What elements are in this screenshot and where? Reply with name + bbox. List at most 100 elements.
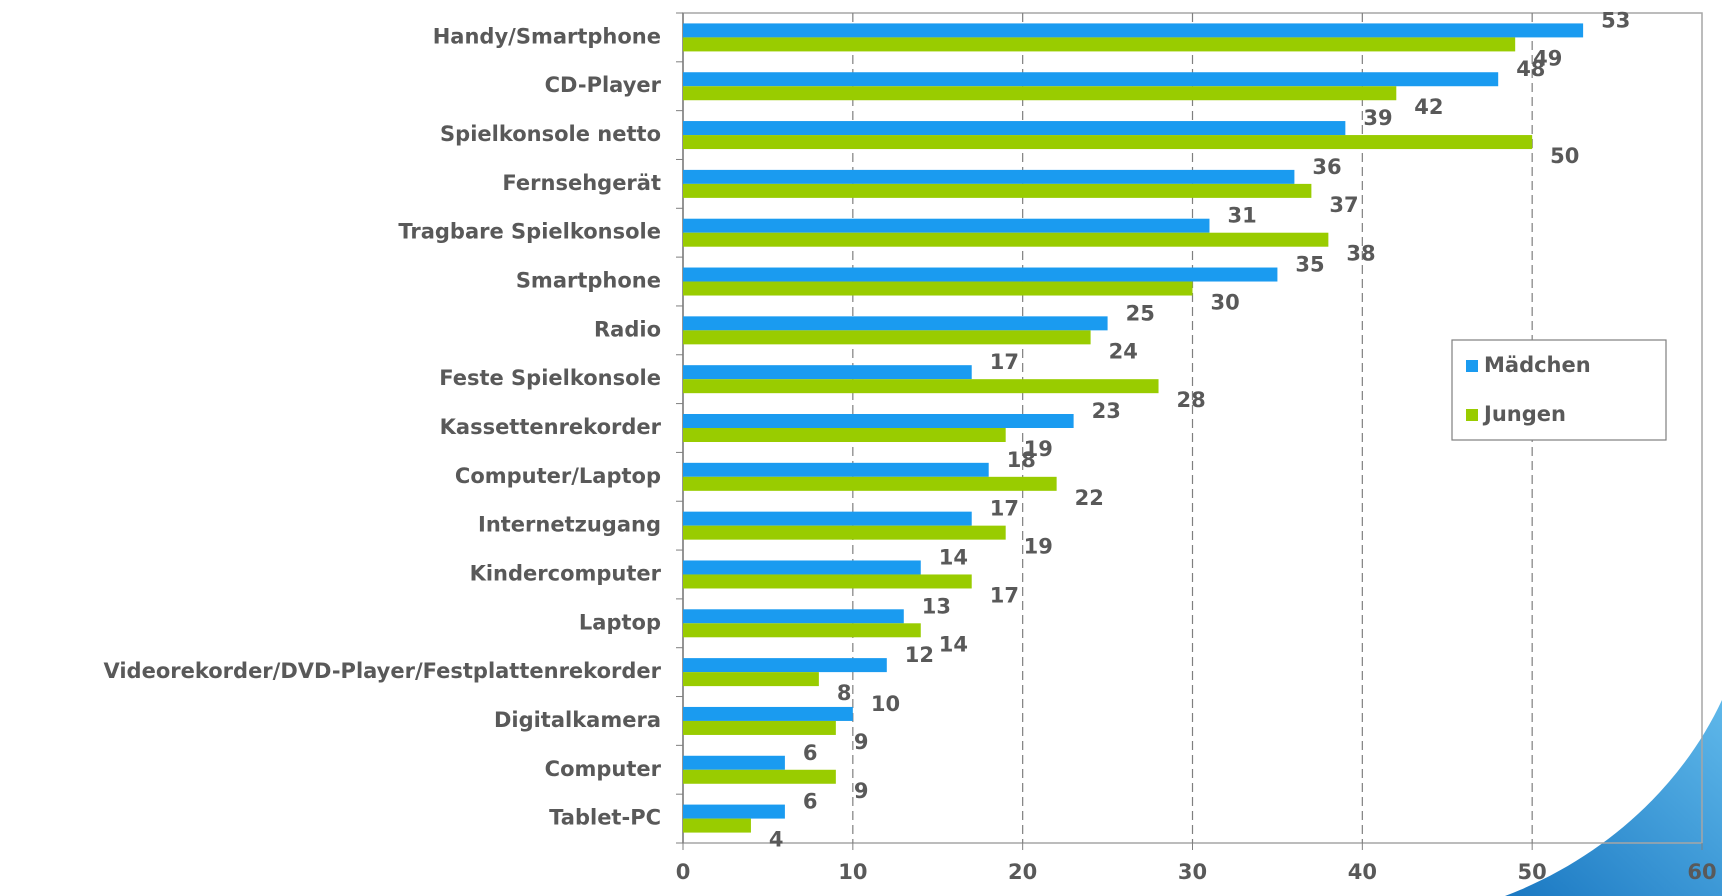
value-label: 14	[939, 632, 968, 656]
y-tick-label: Internetzugang	[478, 513, 661, 537]
x-tick-label: 40	[1348, 860, 1377, 884]
x-tick-label: 0	[676, 860, 691, 884]
value-label: 14	[939, 545, 968, 569]
value-label: 23	[1092, 399, 1121, 423]
bar	[683, 414, 1074, 428]
y-tick-label: Kindercomputer	[470, 561, 662, 585]
value-label: 25	[1126, 301, 1155, 325]
legend-swatch	[1466, 409, 1478, 421]
value-label: 19	[1024, 437, 1053, 461]
bar	[683, 379, 1159, 394]
bar	[683, 316, 1108, 331]
bar	[683, 428, 1006, 442]
bar	[683, 169, 1295, 184]
bar	[683, 511, 972, 526]
bar	[683, 462, 989, 477]
value-label: 38	[1346, 242, 1375, 266]
bar	[683, 769, 836, 784]
decoration	[1505, 700, 1722, 896]
legend-swatch	[1466, 360, 1478, 372]
bar	[683, 720, 836, 735]
value-label: 4	[769, 828, 784, 852]
value-label: 42	[1414, 95, 1443, 119]
bar	[683, 232, 1329, 247]
bar	[683, 72, 1499, 87]
value-label: 6	[803, 741, 818, 765]
bar	[683, 23, 1584, 38]
bar	[683, 218, 1210, 233]
y-tick-label: Spielkonsole netto	[440, 122, 661, 146]
value-label: 9	[854, 730, 869, 754]
bar	[683, 365, 972, 380]
y-tick-label: Tablet-PC	[549, 806, 661, 830]
x-tick-label: 60	[1687, 860, 1716, 884]
x-tick-label: 30	[1178, 860, 1207, 884]
y-tick-label: Kassettenrekorder	[440, 415, 662, 439]
y-tick-label: Computer/Laptop	[455, 464, 661, 488]
value-label: 35	[1295, 253, 1324, 277]
value-label: 17	[990, 350, 1019, 374]
value-label: 53	[1601, 8, 1630, 32]
y-tick-label: Tragbare Spielkonsole	[398, 220, 661, 244]
bar	[683, 804, 785, 819]
value-label: 8	[837, 681, 852, 705]
bar	[683, 267, 1278, 282]
bar	[683, 121, 1346, 136]
bar	[683, 183, 1312, 198]
value-label: 13	[922, 594, 951, 618]
bar	[683, 609, 904, 624]
bar	[683, 560, 921, 575]
y-tick-label: Computer	[545, 757, 662, 781]
value-label: 6	[803, 790, 818, 814]
legend-label: Mädchen	[1484, 353, 1591, 377]
bar	[683, 37, 1516, 52]
value-label: 22	[1075, 486, 1104, 510]
value-label: 49	[1533, 46, 1562, 70]
bar	[683, 525, 1006, 540]
bar	[683, 86, 1397, 101]
value-label: 9	[854, 779, 869, 803]
bar	[683, 476, 1057, 491]
y-tick-label: Handy/Smartphone	[433, 24, 661, 48]
y-tick-label: CD-Player	[545, 73, 662, 97]
bar	[683, 135, 1533, 150]
value-label: 37	[1329, 193, 1358, 217]
bar	[683, 818, 751, 833]
value-label: 36	[1312, 155, 1341, 179]
y-tick-label: Fernsehgerät	[502, 171, 661, 195]
value-label: 31	[1227, 204, 1256, 228]
bar	[683, 330, 1091, 345]
value-label: 50	[1550, 144, 1579, 168]
x-tick-label: 10	[838, 860, 867, 884]
value-label: 28	[1177, 388, 1206, 412]
bar	[683, 623, 921, 638]
value-label: 17	[990, 583, 1019, 607]
y-tick-label: Radio	[594, 317, 661, 341]
value-label: 48	[1516, 57, 1545, 81]
value-label: 19	[1024, 535, 1053, 559]
value-label: 24	[1109, 339, 1138, 363]
value-label: 18	[1007, 448, 1036, 472]
bar	[683, 706, 853, 721]
y-tick-label: Digitalkamera	[494, 708, 661, 732]
legend-label: Jungen	[1482, 402, 1566, 426]
x-tick-label: 20	[1008, 860, 1037, 884]
value-label: 30	[1211, 291, 1240, 315]
value-label: 10	[871, 692, 900, 716]
value-label: 17	[990, 497, 1019, 521]
x-tick-label: 50	[1518, 860, 1547, 884]
legend-box	[1451, 339, 1667, 441]
plot: 0 10 20 30 40 50 60Handy/Smartphone5349CD-Play…	[103, 8, 1716, 884]
y-tick-label: Feste Spielkonsole	[439, 366, 661, 390]
bar	[683, 281, 1193, 296]
y-tick-label: Smartphone	[516, 269, 661, 293]
bar	[683, 658, 887, 673]
value-label: 39	[1363, 106, 1392, 130]
y-tick-label: Laptop	[579, 610, 661, 634]
y-tick-label: Videorekorder/DVD-Player/Festplattenreko…	[103, 659, 661, 683]
bar	[683, 574, 972, 589]
bar	[683, 672, 819, 687]
value-label: 12	[905, 643, 934, 667]
bar	[683, 755, 785, 770]
